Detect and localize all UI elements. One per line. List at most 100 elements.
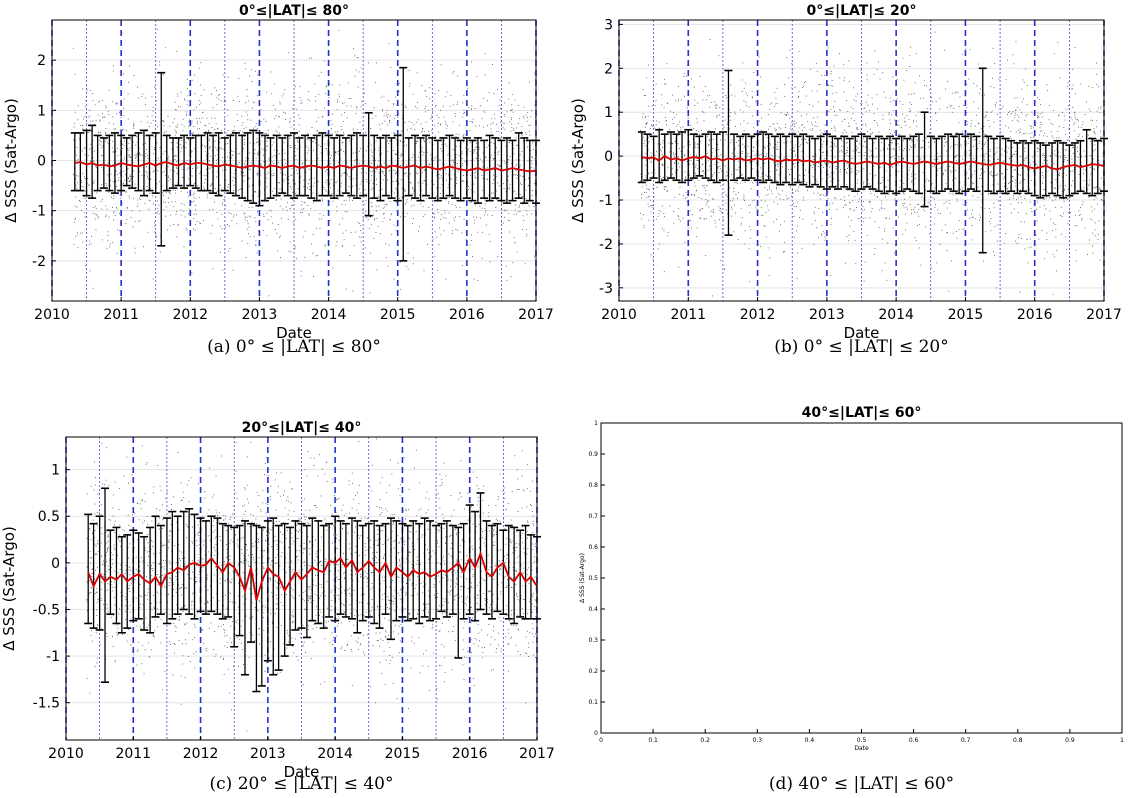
scatter-point — [185, 111, 187, 113]
scatter-point — [305, 171, 307, 173]
scatter-point — [76, 182, 78, 184]
scatter-point — [403, 190, 405, 192]
scatter-point — [1021, 237, 1023, 239]
scatter-point — [396, 202, 398, 204]
scatter-point — [749, 162, 751, 164]
scatter-point — [92, 287, 94, 289]
scatter-point — [890, 133, 892, 135]
scatter-point — [720, 153, 722, 155]
scatter-point — [406, 199, 408, 201]
scatter-point — [93, 160, 95, 162]
scatter-point — [824, 235, 826, 237]
scatter-point — [303, 202, 305, 204]
scatter-point — [81, 182, 83, 184]
scatter-point — [143, 246, 144, 248]
scatter-point — [388, 244, 390, 246]
scatter-point — [839, 151, 841, 153]
scatter-point — [796, 189, 798, 191]
scatter-point — [1044, 156, 1045, 158]
scatter-point — [1026, 114, 1028, 115]
scatter-point — [858, 201, 860, 203]
scatter-point — [238, 162, 240, 163]
scatter-point — [797, 252, 799, 254]
scatter-point — [416, 72, 418, 74]
scatter-point — [888, 144, 890, 146]
scatter-point — [903, 207, 905, 209]
scatter-point — [238, 78, 240, 79]
scatter-point — [242, 122, 244, 124]
scatter-point — [958, 229, 960, 230]
scatter-point — [191, 175, 193, 177]
scatter-point — [531, 213, 532, 215]
scatter-point — [193, 218, 195, 219]
scatter-point — [957, 161, 959, 163]
scatter-point — [100, 200, 102, 202]
scatter-point — [371, 155, 373, 157]
scatter-point — [113, 70, 114, 72]
scatter-point — [158, 213, 160, 215]
scatter-point — [862, 206, 864, 208]
scatter-point — [1086, 101, 1087, 103]
scatter-point — [193, 192, 195, 194]
scatter-point — [863, 280, 865, 282]
scatter-point — [190, 161, 192, 162]
scatter-point — [793, 120, 795, 122]
scatter-point — [857, 93, 858, 95]
scatter-point — [136, 206, 138, 207]
scatter-point — [246, 228, 248, 230]
scatter-point — [216, 149, 218, 151]
scatter-point — [1040, 122, 1042, 123]
scatter-point — [1094, 222, 1096, 224]
scatter-point — [1012, 180, 1013, 182]
scatter-point — [844, 119, 845, 120]
scatter-point — [969, 49, 971, 51]
scatter-point — [1072, 153, 1074, 154]
scatter-point — [195, 209, 196, 211]
scatter-point — [643, 227, 645, 228]
scatter-point — [856, 150, 858, 152]
scatter-point — [204, 182, 205, 184]
scatter-point — [647, 189, 649, 191]
scatter-point — [233, 172, 235, 174]
scatter-point — [387, 265, 389, 267]
scatter-point — [1076, 118, 1078, 120]
scatter-point — [197, 128, 198, 130]
scatter-point — [149, 200, 151, 202]
scatter-point — [154, 165, 155, 167]
scatter-point — [818, 149, 820, 151]
scatter-point — [147, 176, 148, 178]
scatter-point — [369, 183, 370, 185]
scatter-point — [762, 214, 764, 216]
scatter-point — [796, 206, 797, 207]
scatter-point — [831, 80, 833, 81]
scatter-point — [395, 188, 397, 190]
scatter-point — [441, 177, 443, 179]
scatter-point — [434, 93, 436, 95]
scatter-point — [742, 111, 744, 113]
scatter-point — [503, 122, 505, 124]
scatter-point — [282, 180, 284, 182]
scatter-point — [1044, 188, 1046, 190]
scatter-point — [257, 130, 258, 132]
scatter-point — [776, 168, 778, 170]
scatter-point — [992, 184, 994, 186]
scatter-point — [462, 265, 463, 267]
scatter-point — [326, 85, 327, 87]
scatter-point — [891, 139, 893, 141]
scatter-point — [979, 141, 981, 142]
scatter-point — [436, 114, 438, 116]
scatter-point — [341, 114, 342, 116]
scatter-point — [472, 141, 474, 142]
scatter-point — [132, 141, 134, 143]
scatter-point — [821, 75, 823, 76]
scatter-point — [342, 232, 344, 234]
scatter-point — [395, 181, 397, 182]
scatter-point — [1080, 83, 1082, 85]
scatter-point — [711, 152, 713, 154]
scatter-point — [476, 146, 478, 148]
scatter-point — [691, 214, 693, 215]
scatter-point — [740, 222, 742, 224]
scatter-point — [984, 207, 986, 209]
scatter-point — [721, 194, 723, 195]
scatter-point — [1025, 143, 1026, 145]
